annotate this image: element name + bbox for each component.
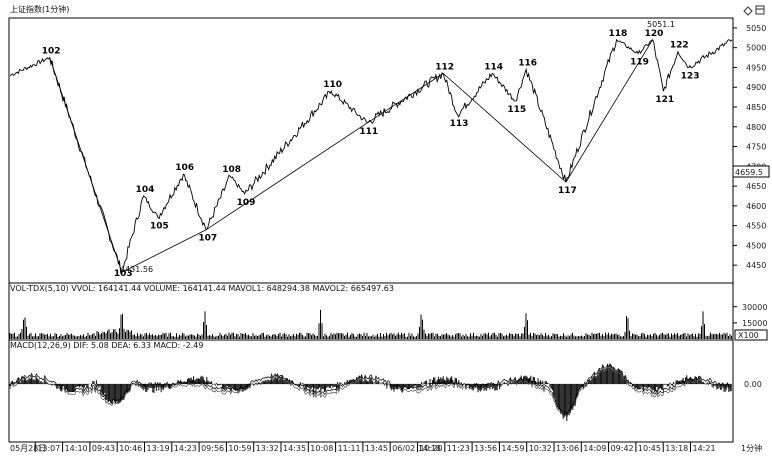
window-icon[interactable]: [755, 5, 765, 15]
time-label: 14:09: [583, 444, 606, 453]
price-tick-label: 4600: [746, 202, 766, 211]
volume-axis: 30000 15000: [733, 303, 767, 328]
price-tick-label: 4850: [746, 103, 766, 112]
time-label: 1分钟: [741, 443, 762, 453]
time-label: 11:23: [447, 444, 470, 453]
time-label: 13:18: [665, 444, 688, 453]
wave-trend-lines: [49, 39, 653, 273]
time-label: 14:10: [65, 444, 88, 453]
wave-label: 123: [681, 71, 700, 81]
wave-label: 113: [450, 119, 469, 129]
wave-label: 106: [175, 163, 194, 173]
price-line: [9, 38, 733, 274]
wave-label: 103: [114, 269, 133, 279]
macd-zero-label: 0.00: [744, 380, 762, 389]
time-label: 10:32: [529, 444, 552, 453]
price-tick-label: 4500: [746, 241, 766, 250]
macd-histogram: [9, 363, 732, 421]
high-value-label: 5051.1: [647, 20, 675, 29]
trend-line: [442, 73, 567, 183]
wave-label: 111: [359, 127, 378, 137]
trend-line: [49, 57, 123, 273]
time-label: 14:23: [174, 444, 197, 453]
volume-unit-label: X100: [738, 331, 759, 340]
volume-tick-label: 30000: [742, 303, 767, 312]
low-value-label: 4431.56: [120, 265, 153, 274]
macd-bar-set: [9, 363, 732, 421]
price-tick-label: 4750: [746, 143, 766, 152]
macd-legend: MACD(12,26,9) DIF: 5.08 DEA: 6.33 MACD: …: [10, 341, 203, 350]
diamond-icon[interactable]: [743, 6, 753, 16]
wave-label: 114: [484, 62, 503, 72]
price-tick-label: 4800: [746, 123, 766, 132]
wave-label: 102: [42, 47, 61, 57]
time-label: 13:45: [365, 444, 388, 453]
time-label: 13:56: [474, 444, 497, 453]
wave-label: 119: [630, 58, 649, 68]
trend-line: [367, 73, 444, 124]
time-label: 10:45: [638, 444, 661, 453]
trend-line: [121, 229, 207, 273]
chart-frame: [8, 17, 734, 443]
wave-label: 117: [558, 186, 577, 196]
time-label: 06/02 14:18: [392, 444, 441, 453]
volume-legend: VOL-TDX(5,10) VVOL: 164141.44 VOLUME: 16…: [10, 284, 394, 293]
time-label: 13:32: [256, 444, 279, 453]
wave-label: 109: [237, 198, 256, 208]
wave-label: 115: [507, 105, 526, 115]
wave-label: 118: [608, 29, 627, 39]
time-label: 09:56: [201, 444, 224, 453]
volume-bar-set: [9, 309, 732, 339]
price-axis: 5050500049504900485048004750470046504600…: [733, 24, 766, 270]
wave-label: 122: [670, 41, 689, 51]
time-label: 09:43: [92, 444, 115, 453]
macd-dif-dea-lines: [9, 363, 732, 419]
chart-title: 上证指数(1分钟): [10, 4, 69, 14]
time-label: 13:19: [147, 444, 170, 453]
wave-label: 107: [198, 234, 217, 244]
volume-bars: [9, 309, 732, 339]
price-tick-label: 5050: [746, 24, 766, 33]
price-tick-label: 4650: [746, 182, 766, 191]
wave-label: 108: [222, 165, 241, 175]
time-label: 14:21: [693, 444, 716, 453]
wave-label: 105: [150, 222, 169, 232]
wave-label: 104: [136, 185, 155, 195]
price-tick-label: 4450: [746, 261, 766, 270]
current-value-box: [732, 165, 770, 178]
price-tick-label: 4550: [746, 222, 766, 231]
time-label: 14:59: [501, 444, 524, 453]
time-label: 14:35: [283, 444, 306, 453]
macd-dif-line: [9, 363, 732, 416]
volume-tick-label: 15000: [742, 319, 767, 328]
wave-label: 120: [645, 29, 664, 39]
price-series: [9, 38, 733, 274]
time-label: 11:11: [338, 444, 361, 453]
macd-dea-line: [9, 366, 732, 419]
price-tick-label: 5000: [746, 44, 766, 53]
time-label: 05月28日: [10, 444, 46, 453]
time-label: 09:42: [611, 444, 634, 453]
time-label: 10:08: [310, 444, 333, 453]
time-label: 10:59: [228, 444, 251, 453]
trend-line: [565, 39, 653, 183]
wave-label: 110: [323, 80, 342, 90]
volume-unit-box: [734, 329, 768, 341]
current-value-label: 4659.5: [735, 168, 763, 177]
price-tick-label: 4900: [746, 83, 766, 92]
time-label: 10:20: [420, 444, 443, 453]
wave-label: 116: [518, 58, 537, 68]
wave-label: 112: [435, 62, 454, 72]
time-label: 13:06: [556, 444, 579, 453]
price-tick-label: 4950: [746, 63, 766, 72]
time-label: 10:46: [119, 444, 142, 453]
wave-label: 121: [655, 95, 674, 105]
wave-labels: 102 103 104 105 106 107 108 109 110 111 112 113 114 1…: [42, 29, 700, 279]
trend-line: [206, 122, 368, 230]
time-label: 13:07: [37, 444, 60, 453]
